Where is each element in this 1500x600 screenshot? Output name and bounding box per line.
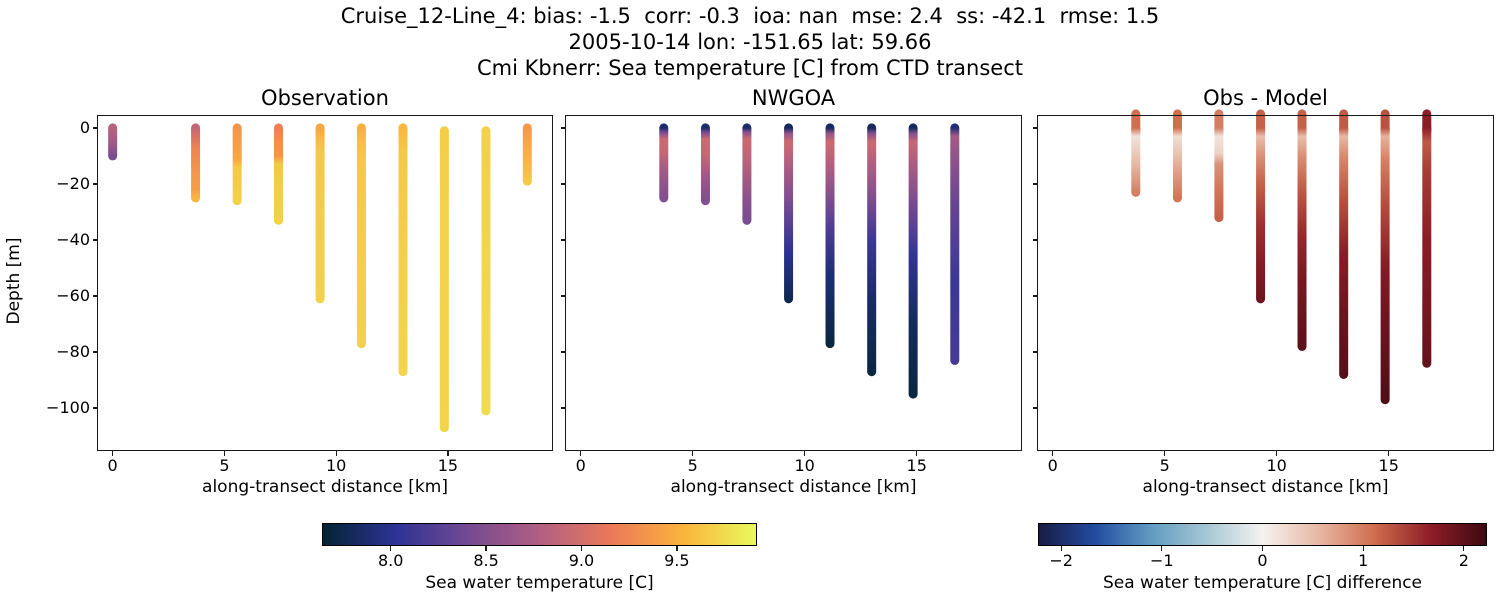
y-tick-mark <box>92 127 97 129</box>
x-tick-label: 10 <box>1266 456 1287 475</box>
colorbar-tick-mark <box>1463 546 1465 551</box>
x-tick-mark <box>580 451 582 456</box>
colorbar-tick-label: 0 <box>1257 551 1268 570</box>
colorbar-tick-label: 1 <box>1358 551 1369 570</box>
colorbar-tick-mark <box>1060 546 1062 551</box>
colorbar-tick-mark <box>390 546 392 551</box>
colorbar-tick-label: −1 <box>1150 551 1174 570</box>
colorbar-tick-label: 9.0 <box>568 551 595 570</box>
y-tick-mark <box>92 407 97 409</box>
y-tick-label: −100 <box>46 398 90 418</box>
x-tick-mark <box>916 451 918 456</box>
y-tick-mark <box>92 239 97 241</box>
y-tick-mark <box>560 295 565 297</box>
y-tick-mark <box>1032 407 1037 409</box>
x-tick-label: 15 <box>437 456 459 475</box>
temperature-colorbar-label: Sea water temperature [C] <box>425 573 654 593</box>
y-tick-mark <box>1032 239 1037 241</box>
x-tick-label: 10 <box>794 456 815 475</box>
x-tick-label: 0 <box>1047 456 1058 475</box>
x-tick-label: 5 <box>219 456 230 475</box>
colorbar-tick-label: 2 <box>1458 551 1469 570</box>
x-tick-mark <box>1052 451 1054 456</box>
colorbar-tick-label: 9.5 <box>664 551 690 570</box>
panel-title-nwgoa: NWGOA <box>751 86 836 110</box>
colorbar-tick-mark <box>1261 546 1264 551</box>
y-tick-mark <box>560 407 565 409</box>
y-tick-mark <box>560 351 565 353</box>
x-tick-mark <box>1164 451 1166 456</box>
y-tick-label: −40 <box>56 229 90 249</box>
x-tick-mark <box>804 451 806 456</box>
y-tick-mark <box>92 183 97 185</box>
y-tick-mark <box>92 351 97 353</box>
x-tick-label: 15 <box>1378 456 1399 475</box>
colorbar-tick-label: 8.5 <box>473 551 499 570</box>
x-tick-label: 5 <box>687 456 698 475</box>
x-tick-label: 5 <box>1159 456 1170 475</box>
difference-colorbar <box>1038 523 1487 546</box>
y-tick-mark <box>1032 127 1037 129</box>
x-tick-mark <box>692 451 694 456</box>
y-tick-mark <box>560 239 565 241</box>
y-tick-mark <box>1032 183 1037 185</box>
y-tick-mark <box>1032 295 1037 297</box>
x-axis-label-obs-model: along-transect distance [km] <box>1142 477 1389 497</box>
y-tick-mark <box>560 127 565 129</box>
colorbar-tick-mark <box>485 546 487 551</box>
x-tick-mark <box>335 451 337 456</box>
x-tick-label: 0 <box>575 456 586 475</box>
y-tick-label: 0 <box>79 117 90 137</box>
panel-title-obs-model: Obs - Model <box>1203 86 1328 110</box>
colorbar-tick-mark <box>1161 546 1163 551</box>
difference-colorbar-label: Sea water temperature [C] difference <box>1102 573 1423 593</box>
panel-title-observation: Observation <box>261 86 389 110</box>
x-tick-mark <box>111 451 114 456</box>
colorbar-tick-mark <box>580 546 583 551</box>
colorbar-tick-label: 8.0 <box>377 551 404 570</box>
x-axis-label-observation: along-transect distance [km] <box>202 477 448 497</box>
x-tick-mark <box>223 451 226 456</box>
colorbar-tick-mark <box>676 546 678 551</box>
figure-title-line-2: 2005-10-14 lon: -151.65 lat: 59.66 <box>568 30 932 54</box>
colorbar-tick-mark <box>1362 546 1364 551</box>
x-tick-label: 0 <box>107 456 118 475</box>
colorbar-tick-label: −2 <box>1049 551 1073 570</box>
y-tick-label: −60 <box>56 286 90 306</box>
y-tick-label: −20 <box>56 173 90 193</box>
y-tick-mark <box>92 295 97 297</box>
x-tick-mark <box>1388 451 1390 456</box>
x-tick-mark <box>1276 451 1278 456</box>
x-tick-label: 10 <box>325 456 347 475</box>
x-axis-label-nwgoa: along-transect distance [km] <box>670 477 917 497</box>
figure-title-line-1: Cruise_12-Line_4: bias: -1.5 corr: -0.3 … <box>340 4 1160 28</box>
temperature-colorbar <box>322 523 757 546</box>
y-tick-mark <box>560 183 565 185</box>
figure-title-line-3: Cmi Kbnerr: Sea temperature [C] from CTD… <box>477 56 1023 80</box>
x-tick-label: 15 <box>906 456 927 475</box>
y-tick-label: −80 <box>56 342 90 362</box>
y-tick-mark <box>1032 351 1037 353</box>
x-tick-mark <box>447 451 449 456</box>
